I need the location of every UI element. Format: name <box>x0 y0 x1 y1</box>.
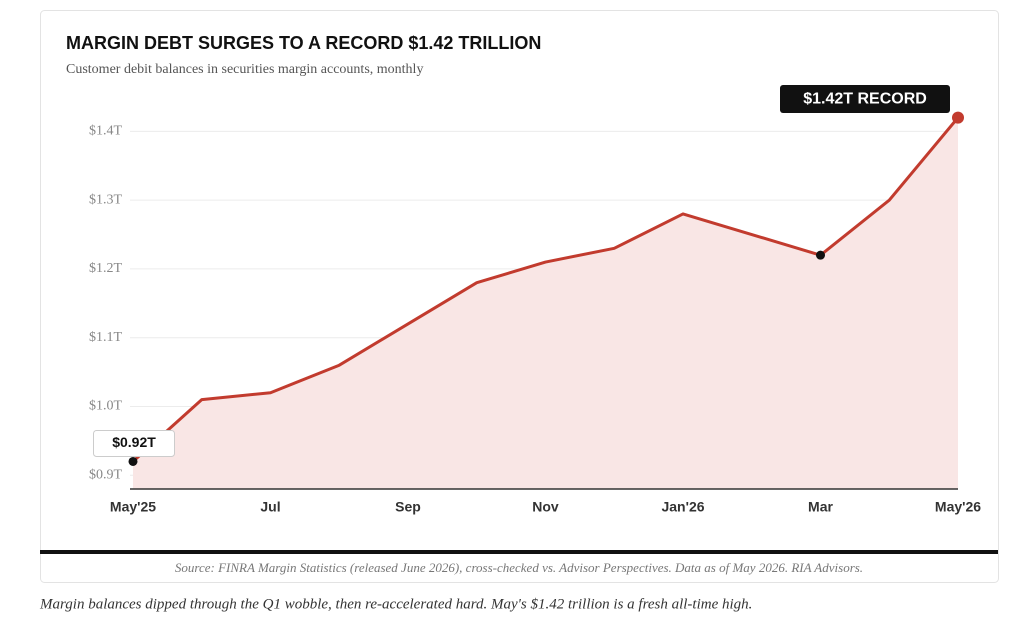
x-tick-label: Jan'26 <box>661 499 704 515</box>
annotation-box <box>780 85 950 113</box>
annotation: $0.92T <box>112 434 156 450</box>
point <box>816 250 825 260</box>
y-tick-label: $1.0T <box>89 399 123 414</box>
caption: Margin balances dipped through the Q1 wo… <box>39 596 752 612</box>
y-tick-label: $1.4T <box>89 124 123 139</box>
source-note: Source: FINRA Margin Statistics (release… <box>175 560 863 575</box>
x-tick-label: Mar <box>808 499 833 515</box>
x-tick-label: Nov <box>532 499 559 515</box>
area <box>133 117 958 489</box>
point <box>128 456 138 466</box>
divider <box>40 550 998 554</box>
y-tick-label: $1.3T <box>89 192 123 207</box>
y-tick-label: $0.9T <box>89 467 123 482</box>
y-tick-label: $1.2T <box>89 261 123 276</box>
point <box>952 111 964 124</box>
annotation: $1.42T RECORD <box>803 91 927 108</box>
x-tick-label: May'26 <box>935 499 981 515</box>
x-tick-label: Sep <box>395 499 421 515</box>
annotation-box <box>93 430 175 457</box>
chart-subtitle: Customer debit balances in securities ma… <box>66 62 423 77</box>
x-tick-label: May'25 <box>110 499 156 515</box>
chart-title: MARGIN DEBT SURGES TO A RECORD $1.42 TRI… <box>66 33 541 53</box>
x-tick-label: Jul <box>260 499 280 515</box>
plot: $0.9T $1.0T $1.1T $1.2T $1.3T $1.4T May'25 Jul S… <box>89 85 981 515</box>
y-tick-label: $1.1T <box>89 330 123 345</box>
